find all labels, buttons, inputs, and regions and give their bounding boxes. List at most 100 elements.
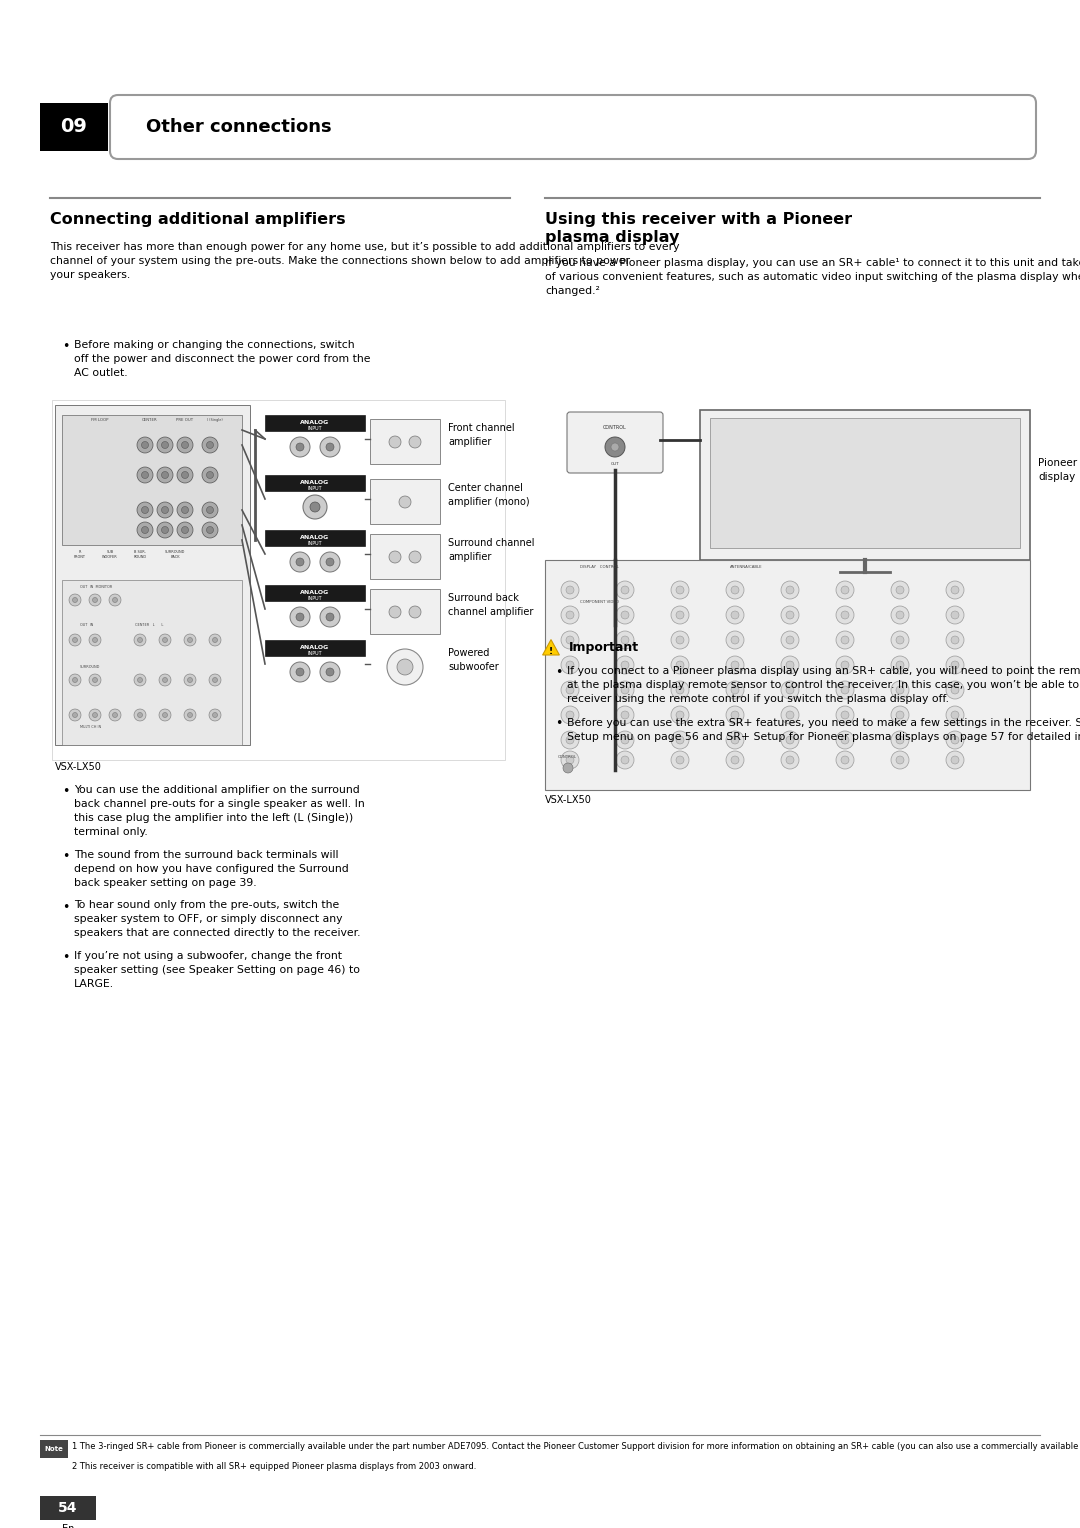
- Circle shape: [781, 656, 799, 674]
- Circle shape: [162, 637, 167, 642]
- FancyBboxPatch shape: [62, 581, 242, 746]
- Circle shape: [621, 756, 629, 764]
- Circle shape: [896, 611, 904, 619]
- Circle shape: [841, 587, 849, 594]
- Circle shape: [566, 736, 573, 744]
- Text: COMPONENT VIDEO: COMPONENT VIDEO: [580, 601, 619, 604]
- Circle shape: [184, 674, 195, 686]
- Circle shape: [184, 634, 195, 646]
- Circle shape: [786, 587, 794, 594]
- Text: SURROUND: SURROUND: [80, 665, 100, 669]
- Circle shape: [951, 587, 959, 594]
- Circle shape: [621, 611, 629, 619]
- FancyBboxPatch shape: [710, 419, 1020, 549]
- Text: CONTROL: CONTROL: [558, 755, 577, 759]
- Text: Surround back
channel amplifier: Surround back channel amplifier: [448, 593, 534, 617]
- Circle shape: [184, 709, 195, 721]
- Circle shape: [726, 581, 744, 599]
- Circle shape: [896, 711, 904, 720]
- Text: En: En: [62, 1523, 75, 1528]
- Circle shape: [397, 659, 413, 675]
- Circle shape: [731, 611, 739, 619]
- Circle shape: [561, 631, 579, 649]
- Circle shape: [157, 523, 173, 538]
- Circle shape: [141, 442, 149, 449]
- Circle shape: [296, 443, 303, 451]
- Circle shape: [141, 472, 149, 478]
- Circle shape: [326, 558, 334, 565]
- FancyBboxPatch shape: [55, 405, 249, 746]
- Circle shape: [177, 503, 193, 518]
- Circle shape: [731, 756, 739, 764]
- Circle shape: [566, 686, 573, 694]
- Text: Front channel
amplifier: Front channel amplifier: [448, 423, 515, 446]
- Circle shape: [726, 631, 744, 649]
- Text: 2 This receiver is compatible with all SR+ equipped Pioneer plasma displays from: 2 This receiver is compatible with all S…: [72, 1462, 476, 1471]
- Circle shape: [320, 662, 340, 681]
- Circle shape: [891, 681, 909, 698]
- Circle shape: [188, 637, 192, 642]
- FancyBboxPatch shape: [370, 419, 440, 465]
- Circle shape: [320, 607, 340, 626]
- Circle shape: [296, 558, 303, 565]
- Circle shape: [621, 736, 629, 744]
- Circle shape: [387, 649, 423, 685]
- Circle shape: [786, 711, 794, 720]
- Circle shape: [326, 443, 334, 451]
- Circle shape: [676, 611, 684, 619]
- Circle shape: [841, 711, 849, 720]
- Circle shape: [951, 686, 959, 694]
- Text: R
FRONT: R FRONT: [75, 550, 86, 559]
- Circle shape: [891, 607, 909, 623]
- Text: If you’re not using a subwoofer, change the front
speaker setting (see Speaker S: If you’re not using a subwoofer, change …: [75, 950, 360, 989]
- Text: DISPLAY   CONTROL: DISPLAY CONTROL: [580, 565, 619, 568]
- Circle shape: [181, 472, 189, 478]
- FancyBboxPatch shape: [40, 1496, 96, 1520]
- Text: ANALOG: ANALOG: [300, 480, 329, 484]
- Circle shape: [162, 527, 168, 533]
- Circle shape: [896, 636, 904, 643]
- Circle shape: [181, 527, 189, 533]
- Text: •: •: [62, 850, 69, 863]
- Circle shape: [676, 662, 684, 669]
- Circle shape: [621, 686, 629, 694]
- FancyBboxPatch shape: [265, 416, 365, 431]
- Circle shape: [616, 706, 634, 724]
- Circle shape: [891, 730, 909, 749]
- Circle shape: [891, 656, 909, 674]
- Text: INPUT: INPUT: [308, 486, 322, 490]
- Circle shape: [112, 597, 118, 602]
- FancyBboxPatch shape: [265, 585, 365, 601]
- Circle shape: [781, 706, 799, 724]
- Circle shape: [291, 607, 310, 626]
- Circle shape: [320, 552, 340, 571]
- Circle shape: [566, 587, 573, 594]
- Circle shape: [896, 736, 904, 744]
- Circle shape: [141, 506, 149, 513]
- FancyBboxPatch shape: [62, 416, 242, 545]
- Circle shape: [841, 736, 849, 744]
- Circle shape: [563, 762, 573, 773]
- Circle shape: [137, 637, 143, 642]
- Circle shape: [157, 437, 173, 452]
- FancyBboxPatch shape: [370, 478, 440, 524]
- Circle shape: [93, 637, 97, 642]
- Circle shape: [946, 706, 964, 724]
- Text: VSX-LX50: VSX-LX50: [55, 762, 102, 772]
- Text: plasma display: plasma display: [545, 231, 679, 244]
- FancyBboxPatch shape: [110, 95, 1036, 159]
- Circle shape: [303, 495, 327, 520]
- Text: To hear sound only from the pre-outs, switch the
speaker system to OFF, or simpl: To hear sound only from the pre-outs, sw…: [75, 900, 361, 938]
- FancyBboxPatch shape: [567, 413, 663, 474]
- Text: •: •: [62, 785, 69, 798]
- Circle shape: [731, 636, 739, 643]
- Circle shape: [726, 730, 744, 749]
- Circle shape: [671, 706, 689, 724]
- Text: Connecting additional amplifiers: Connecting additional amplifiers: [50, 212, 346, 228]
- Text: Using this receiver with a Pioneer: Using this receiver with a Pioneer: [545, 212, 852, 228]
- Circle shape: [210, 674, 221, 686]
- Text: CENTER: CENTER: [143, 419, 158, 422]
- Circle shape: [134, 674, 146, 686]
- Text: l (Single): l (Single): [207, 419, 222, 422]
- Circle shape: [676, 736, 684, 744]
